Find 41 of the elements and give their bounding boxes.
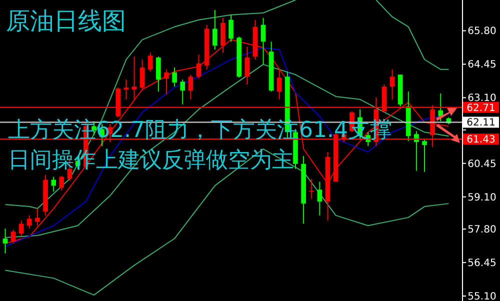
- y-tick-label: 55.10: [468, 292, 496, 301]
- y-tick-label: 59.10: [468, 192, 496, 204]
- candlestick: [212, 9, 218, 50]
- ref-line-label: 61.43: [466, 134, 496, 146]
- candlestick: [317, 181, 322, 216]
- y-tick-label: 65.80: [468, 26, 496, 38]
- candlestick: [172, 66, 177, 88]
- candlestick: [59, 175, 64, 192]
- candlestick: [140, 59, 145, 90]
- candlestick: [260, 17, 266, 65]
- ref-line-label: 62.71: [466, 102, 496, 114]
- ref-line-label: 62.11: [466, 118, 496, 129]
- candlestick: [35, 208, 40, 226]
- y-tick-label: 60.45: [468, 158, 496, 170]
- candlestick: [92, 120, 96, 136]
- candlestick: [132, 56, 137, 100]
- y-tick-label: 63.10: [468, 93, 496, 104]
- candlestick: [124, 79, 129, 100]
- candlestick: [27, 214, 32, 230]
- y-tick-label: 57.80: [468, 224, 496, 236]
- line-series: [376, 0, 450, 70]
- candlestick: [18, 220, 24, 236]
- candlestick: [51, 176, 56, 192]
- chart-title: 原油日线图: [6, 7, 126, 35]
- candlestick: [2, 228, 8, 254]
- candlestick: [422, 138, 427, 172]
- candlestick: [196, 54, 202, 80]
- candlestick: [188, 74, 194, 100]
- y-tick-label: 64.45: [468, 60, 496, 71]
- y-tick-label: 56.45: [468, 258, 496, 270]
- candlestick: [244, 46, 250, 86]
- candlestick: [228, 14, 234, 42]
- candlestick: [156, 56, 161, 92]
- candlestick: [276, 68, 282, 100]
- candlestick: [148, 52, 153, 72]
- candlestick: [390, 68, 395, 100]
- candlestick: [164, 68, 169, 95]
- candlestick: [309, 178, 314, 200]
- line-series: [4, 148, 450, 296]
- candlestick: [414, 130, 419, 172]
- candlestick: [180, 79, 186, 105]
